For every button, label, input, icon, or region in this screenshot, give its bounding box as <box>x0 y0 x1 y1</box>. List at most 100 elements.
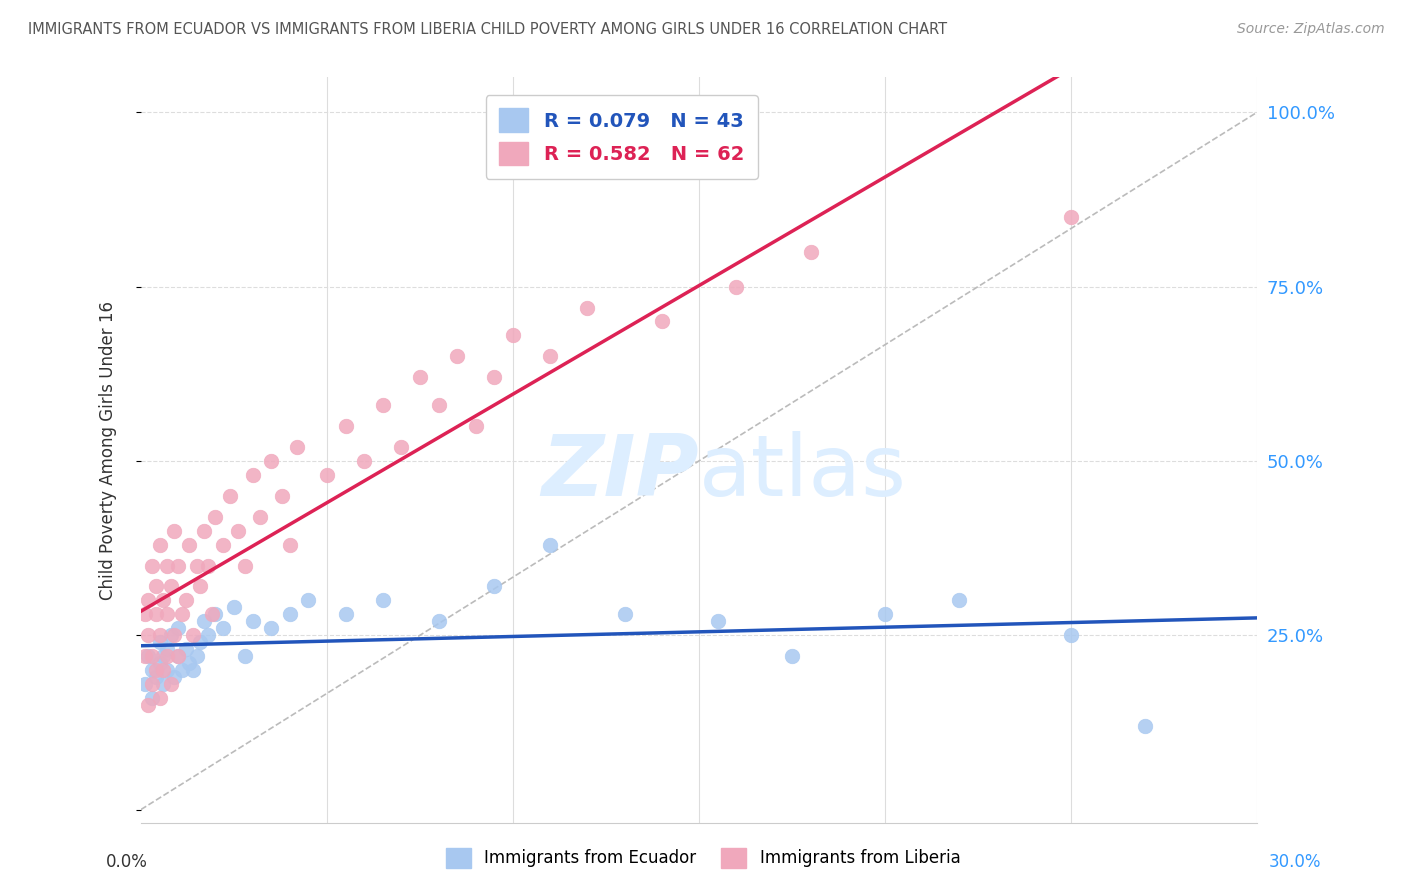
Point <box>141 690 163 705</box>
Point <box>427 615 450 629</box>
Point <box>233 649 256 664</box>
Point <box>211 621 233 635</box>
Point <box>159 628 181 642</box>
Point <box>174 642 197 657</box>
Y-axis label: Child Poverty Among Girls Under 16: Child Poverty Among Girls Under 16 <box>100 301 117 600</box>
Point <box>1135 719 1157 733</box>
Point <box>145 607 167 622</box>
Point <box>152 663 174 677</box>
Point <box>186 649 208 664</box>
Point <box>576 301 599 315</box>
Point <box>170 607 193 622</box>
Point <box>163 628 186 642</box>
Point <box>211 538 233 552</box>
Point <box>138 593 160 607</box>
Point <box>134 607 156 622</box>
Point <box>297 593 319 607</box>
Point <box>148 538 170 552</box>
Point <box>353 454 375 468</box>
Point <box>538 349 561 363</box>
Point <box>371 593 394 607</box>
Point <box>335 419 357 434</box>
Point <box>278 538 301 552</box>
Point <box>193 615 215 629</box>
Point <box>156 607 179 622</box>
Text: 0.0%: 0.0% <box>105 853 148 871</box>
Point <box>201 607 224 622</box>
Point <box>141 558 163 573</box>
Point <box>948 593 970 607</box>
Text: ZIP: ZIP <box>541 432 699 515</box>
Point <box>156 642 179 657</box>
Point <box>780 649 803 664</box>
Point <box>316 467 339 482</box>
Point <box>159 677 181 691</box>
Point <box>222 600 245 615</box>
Point <box>156 558 179 573</box>
Point <box>233 558 256 573</box>
Point <box>141 663 163 677</box>
Point <box>181 663 204 677</box>
Point <box>285 440 308 454</box>
Point <box>271 489 294 503</box>
Point <box>148 690 170 705</box>
Point <box>163 670 186 684</box>
Point <box>371 398 394 412</box>
Legend: Immigrants from Ecuador, Immigrants from Liberia: Immigrants from Ecuador, Immigrants from… <box>439 841 967 875</box>
Point <box>197 628 219 642</box>
Point <box>179 538 201 552</box>
Point <box>167 649 190 664</box>
Point <box>148 656 170 670</box>
Point <box>138 698 160 712</box>
Point <box>156 663 179 677</box>
Point <box>148 635 170 649</box>
Point <box>179 656 201 670</box>
Point <box>181 628 204 642</box>
Point <box>464 419 486 434</box>
Point <box>156 649 179 664</box>
Point <box>706 615 728 629</box>
Point <box>145 663 167 677</box>
Point <box>427 398 450 412</box>
Point <box>484 579 506 593</box>
Point <box>873 607 896 622</box>
Point <box>219 489 242 503</box>
Point <box>145 579 167 593</box>
Point <box>167 621 190 635</box>
Point <box>152 649 174 664</box>
Point <box>148 628 170 642</box>
Text: 30.0%: 30.0% <box>1270 853 1322 871</box>
Point <box>389 440 412 454</box>
Point <box>197 558 219 573</box>
Point <box>174 593 197 607</box>
Point <box>152 677 174 691</box>
Point <box>409 370 432 384</box>
Point <box>538 538 561 552</box>
Point <box>800 244 823 259</box>
Point <box>167 649 190 664</box>
Point <box>1060 628 1083 642</box>
Point <box>204 509 226 524</box>
Legend: R = 0.079   N = 43, R = 0.582   N = 62: R = 0.079 N = 43, R = 0.582 N = 62 <box>485 95 758 179</box>
Point <box>152 593 174 607</box>
Point <box>193 524 215 538</box>
Point <box>138 649 160 664</box>
Point <box>134 649 156 664</box>
Point <box>651 314 673 328</box>
Point <box>167 558 190 573</box>
Point <box>484 370 506 384</box>
Text: IMMIGRANTS FROM ECUADOR VS IMMIGRANTS FROM LIBERIA CHILD POVERTY AMONG GIRLS UND: IMMIGRANTS FROM ECUADOR VS IMMIGRANTS FR… <box>28 22 948 37</box>
Point <box>204 607 226 622</box>
Point <box>141 677 163 691</box>
Point <box>159 579 181 593</box>
Point <box>725 279 748 293</box>
Point <box>134 677 156 691</box>
Point <box>260 621 283 635</box>
Point <box>163 524 186 538</box>
Point <box>190 635 212 649</box>
Point <box>242 615 264 629</box>
Point <box>613 607 636 622</box>
Point <box>226 524 249 538</box>
Point <box>446 349 468 363</box>
Point <box>242 467 264 482</box>
